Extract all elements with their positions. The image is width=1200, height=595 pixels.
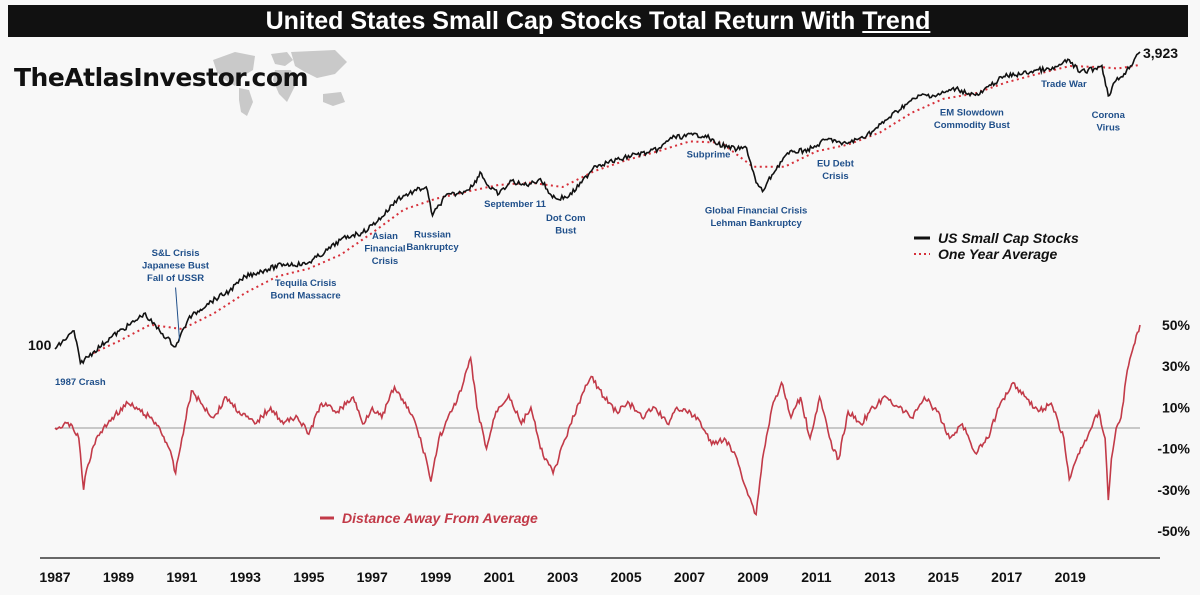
annotation-label: Financial xyxy=(364,244,405,255)
y-tick-label: 30% xyxy=(1162,358,1191,374)
y-tick-label: -50% xyxy=(1157,523,1190,539)
start-value-label: 100 xyxy=(28,337,52,353)
chart-title: United States Small Cap Stocks Total Ret… xyxy=(265,6,856,35)
annotation-pointer xyxy=(175,287,181,341)
annotation-label: 1987 Crash xyxy=(55,377,106,388)
annotation-label: EU Debt xyxy=(817,159,855,170)
annotation-label: Fall of USSR xyxy=(147,273,204,284)
annotation-label: Commodity Bust xyxy=(934,120,1011,131)
x-tick-label: 2007 xyxy=(674,569,705,585)
brand-logo: TheAtlasInvestor.com xyxy=(14,63,309,92)
annotation-label: Crisis xyxy=(822,171,848,182)
lower-chart xyxy=(54,324,1141,517)
annotation-label: Lehman Bankruptcy xyxy=(710,218,802,229)
annotation-label: Bond Massacre xyxy=(271,291,341,302)
annotation-label: Tequila Crisis xyxy=(275,278,337,289)
annotation-label: Russian xyxy=(414,230,451,241)
chart-title-emphasis: Trend xyxy=(862,6,931,35)
series-line-distance xyxy=(54,324,1141,517)
x-tick-label: 2001 xyxy=(484,569,515,585)
annotation-label: Japanese Bust xyxy=(142,261,210,272)
annotation-label: Bust xyxy=(555,225,577,236)
title-bar: United States Small Cap Stocks Total Ret… xyxy=(8,5,1188,37)
annotation-label: Corona xyxy=(1092,110,1126,121)
series-line-trend xyxy=(92,63,1141,355)
legend-label-price: US Small Cap Stocks xyxy=(938,230,1079,246)
x-tick-label: 1995 xyxy=(293,569,324,585)
annotation-label: September 11 xyxy=(484,199,546,210)
upper-chart xyxy=(54,51,1141,366)
x-axis: 1987 1989 1991 1993 1995 1997 1999 2001 2003 2005… xyxy=(39,569,1086,585)
annotation-label: Trade War xyxy=(1041,79,1087,90)
x-tick-label: 1987 xyxy=(39,569,70,585)
x-tick-label: 2005 xyxy=(610,569,641,585)
annotation-label: Bankruptcy xyxy=(406,242,459,253)
x-tick-label: 1989 xyxy=(103,569,134,585)
x-tick-label: 2003 xyxy=(547,569,578,585)
y-axis-right: 50% 30% 10% -10% -30% -50% xyxy=(1157,317,1190,539)
annotation-label: Global Financial Crisis xyxy=(705,206,807,217)
annotation-label: Subprime xyxy=(687,149,731,160)
legend-upper: US Small Cap Stocks One Year Average xyxy=(914,230,1079,262)
y-tick-label: 50% xyxy=(1162,317,1191,333)
annotation-label: Asian xyxy=(372,231,398,242)
x-tick-label: 2009 xyxy=(737,569,768,585)
world-map-icon xyxy=(213,50,347,116)
annotation-label: S&L Crisis xyxy=(152,248,200,259)
legend-label-distance: Distance Away From Average xyxy=(342,510,538,526)
x-tick-label: 1991 xyxy=(166,569,197,585)
legend-lower: Distance Away From Average xyxy=(320,510,538,526)
x-tick-label: 2015 xyxy=(928,569,959,585)
x-tick-label: 1999 xyxy=(420,569,451,585)
legend-label-trend: One Year Average xyxy=(938,246,1058,262)
end-value-label: 3,923 xyxy=(1143,45,1178,61)
x-tick-label: 2019 xyxy=(1055,569,1086,585)
y-tick-label: -10% xyxy=(1157,441,1190,457)
x-tick-label: 1993 xyxy=(230,569,261,585)
x-tick-label: 2011 xyxy=(801,569,832,585)
y-tick-label: 10% xyxy=(1162,399,1191,415)
x-tick-label: 2017 xyxy=(991,569,1022,585)
y-tick-label: -30% xyxy=(1157,482,1190,498)
annotation-label: Dot Com xyxy=(546,213,586,224)
annotation-label: Crisis xyxy=(372,256,398,267)
series-line-price xyxy=(54,51,1141,366)
x-tick-label: 2013 xyxy=(864,569,895,585)
annotation-label: EM Slowdown xyxy=(940,107,1004,118)
x-tick-label: 1997 xyxy=(357,569,388,585)
annotation-label: Virus xyxy=(1096,122,1120,133)
